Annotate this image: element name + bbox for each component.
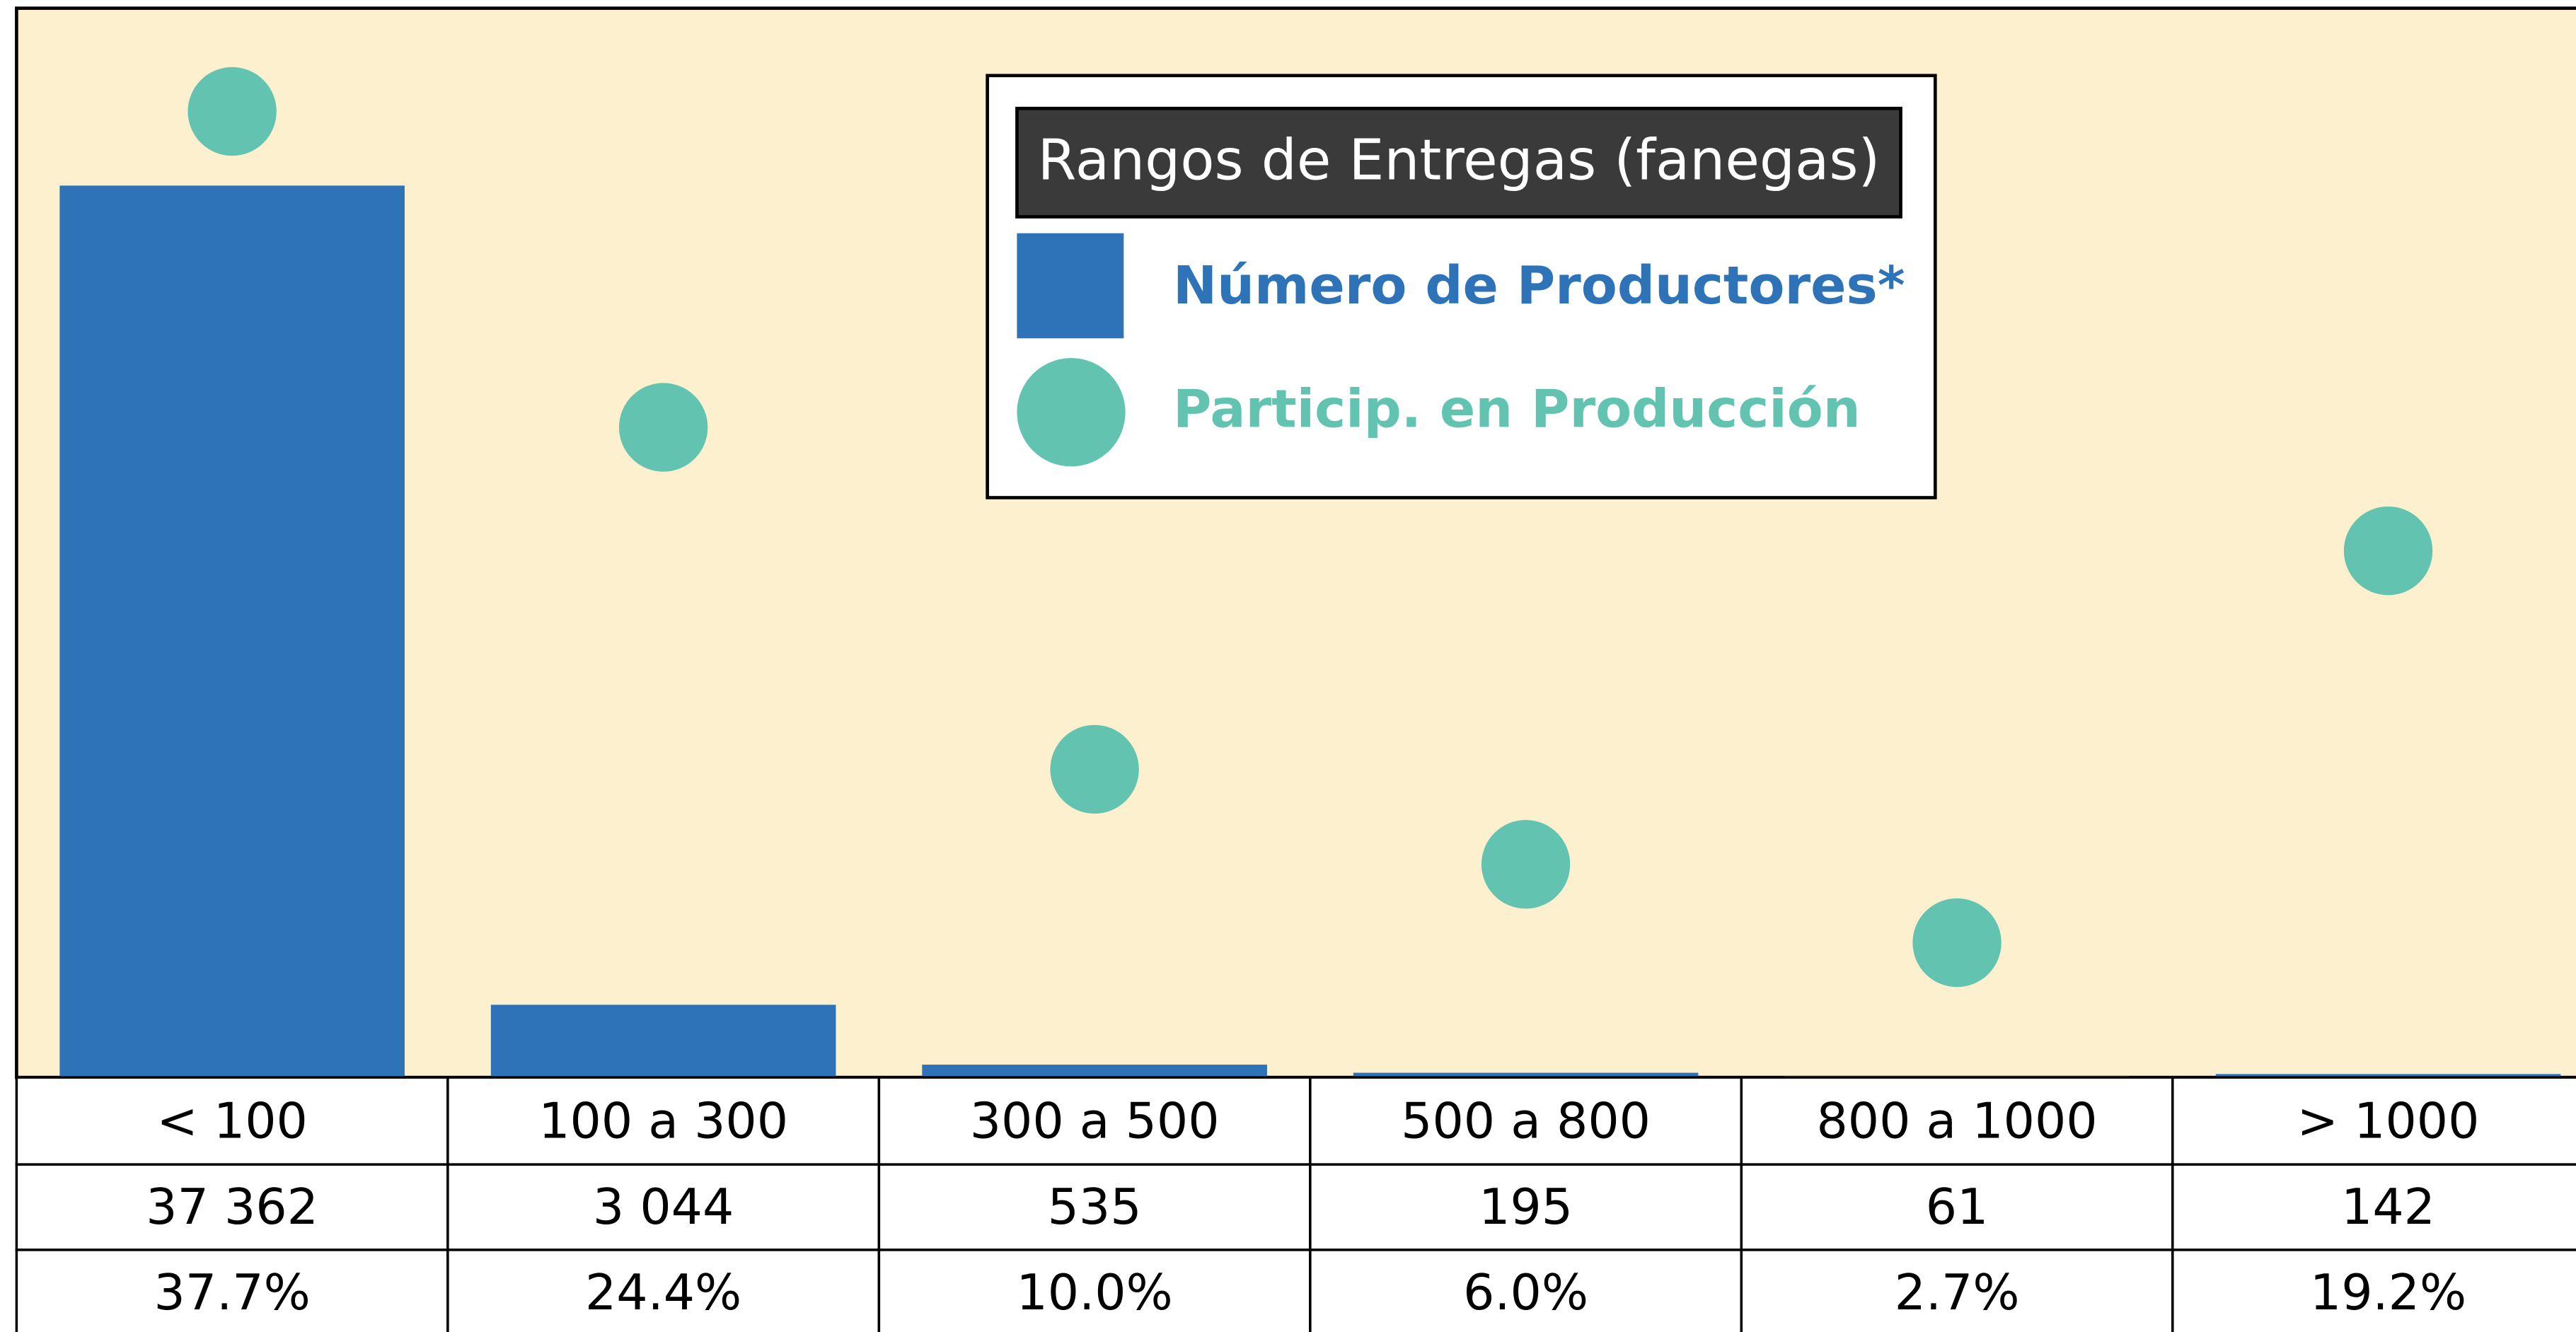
x-tick-label: 300 a 500 bbox=[970, 1092, 1220, 1149]
table-cell bbox=[2171, 1249, 2576, 1332]
x-tick-label: 100 a 300 bbox=[538, 1092, 788, 1149]
table-cell bbox=[877, 1163, 1312, 1251]
dot bbox=[187, 66, 277, 156]
x-tick-label: < 100 bbox=[156, 1092, 307, 1149]
dot bbox=[618, 383, 708, 472]
table-value: 195 bbox=[1479, 1178, 1573, 1236]
table-cell bbox=[1740, 1249, 2174, 1332]
bar bbox=[59, 185, 405, 1078]
table-cell bbox=[446, 1163, 881, 1251]
legend-title-box bbox=[1015, 106, 1902, 219]
legend-label: Número de Productores* bbox=[1173, 255, 1905, 316]
dot bbox=[1912, 898, 2002, 988]
dot bbox=[1050, 724, 1139, 814]
bar bbox=[1353, 1072, 1699, 1078]
table-value: 37 362 bbox=[146, 1178, 318, 1236]
dot bbox=[1481, 820, 1571, 909]
table-cell bbox=[1740, 1163, 2174, 1251]
table-value: 24.4% bbox=[585, 1264, 741, 1321]
data-table: < 100 37 362 37.7% 100 a 300 3 044 24.4% 300 a… bbox=[15, 1076, 2576, 1332]
table-value: 535 bbox=[1048, 1178, 1142, 1236]
table-value: 61 bbox=[1926, 1178, 1989, 1236]
x-tick-label: > 1000 bbox=[2297, 1092, 2480, 1149]
x-tick-label: 500 a 800 bbox=[1401, 1092, 1651, 1149]
bar bbox=[2215, 1074, 2561, 1078]
table-value: 2.7% bbox=[1895, 1264, 2020, 1321]
bar bbox=[922, 1065, 1267, 1078]
table-value: 10.0% bbox=[1016, 1264, 1172, 1321]
legend: Rangos de Entregas (fanegas) Número de P… bbox=[986, 74, 1937, 499]
table-cell bbox=[2171, 1076, 2576, 1166]
table-value: 3 044 bbox=[593, 1178, 734, 1236]
marks bbox=[59, 66, 2561, 1078]
legend-swatch bbox=[1017, 233, 1124, 339]
table-cell bbox=[1309, 1249, 1743, 1332]
table-cell bbox=[1309, 1163, 1743, 1251]
table-cell bbox=[2171, 1163, 2576, 1251]
table-cell bbox=[877, 1076, 1312, 1166]
table-value: 37.7% bbox=[154, 1264, 311, 1321]
x-tick-label: 800 a 1000 bbox=[1817, 1092, 2098, 1149]
legend-label: Particip. en Producción bbox=[1173, 378, 1861, 439]
table-value: 6.0% bbox=[1463, 1264, 1588, 1321]
table-value: 142 bbox=[2341, 1178, 2435, 1236]
dot bbox=[2343, 506, 2433, 596]
bar bbox=[490, 1004, 836, 1078]
legend-title: Rangos de Entregas (fanegas) bbox=[1038, 128, 1881, 193]
table-cell bbox=[15, 1076, 449, 1166]
table-value: 19.2% bbox=[2310, 1264, 2466, 1321]
legend-swatch bbox=[1017, 358, 1126, 467]
